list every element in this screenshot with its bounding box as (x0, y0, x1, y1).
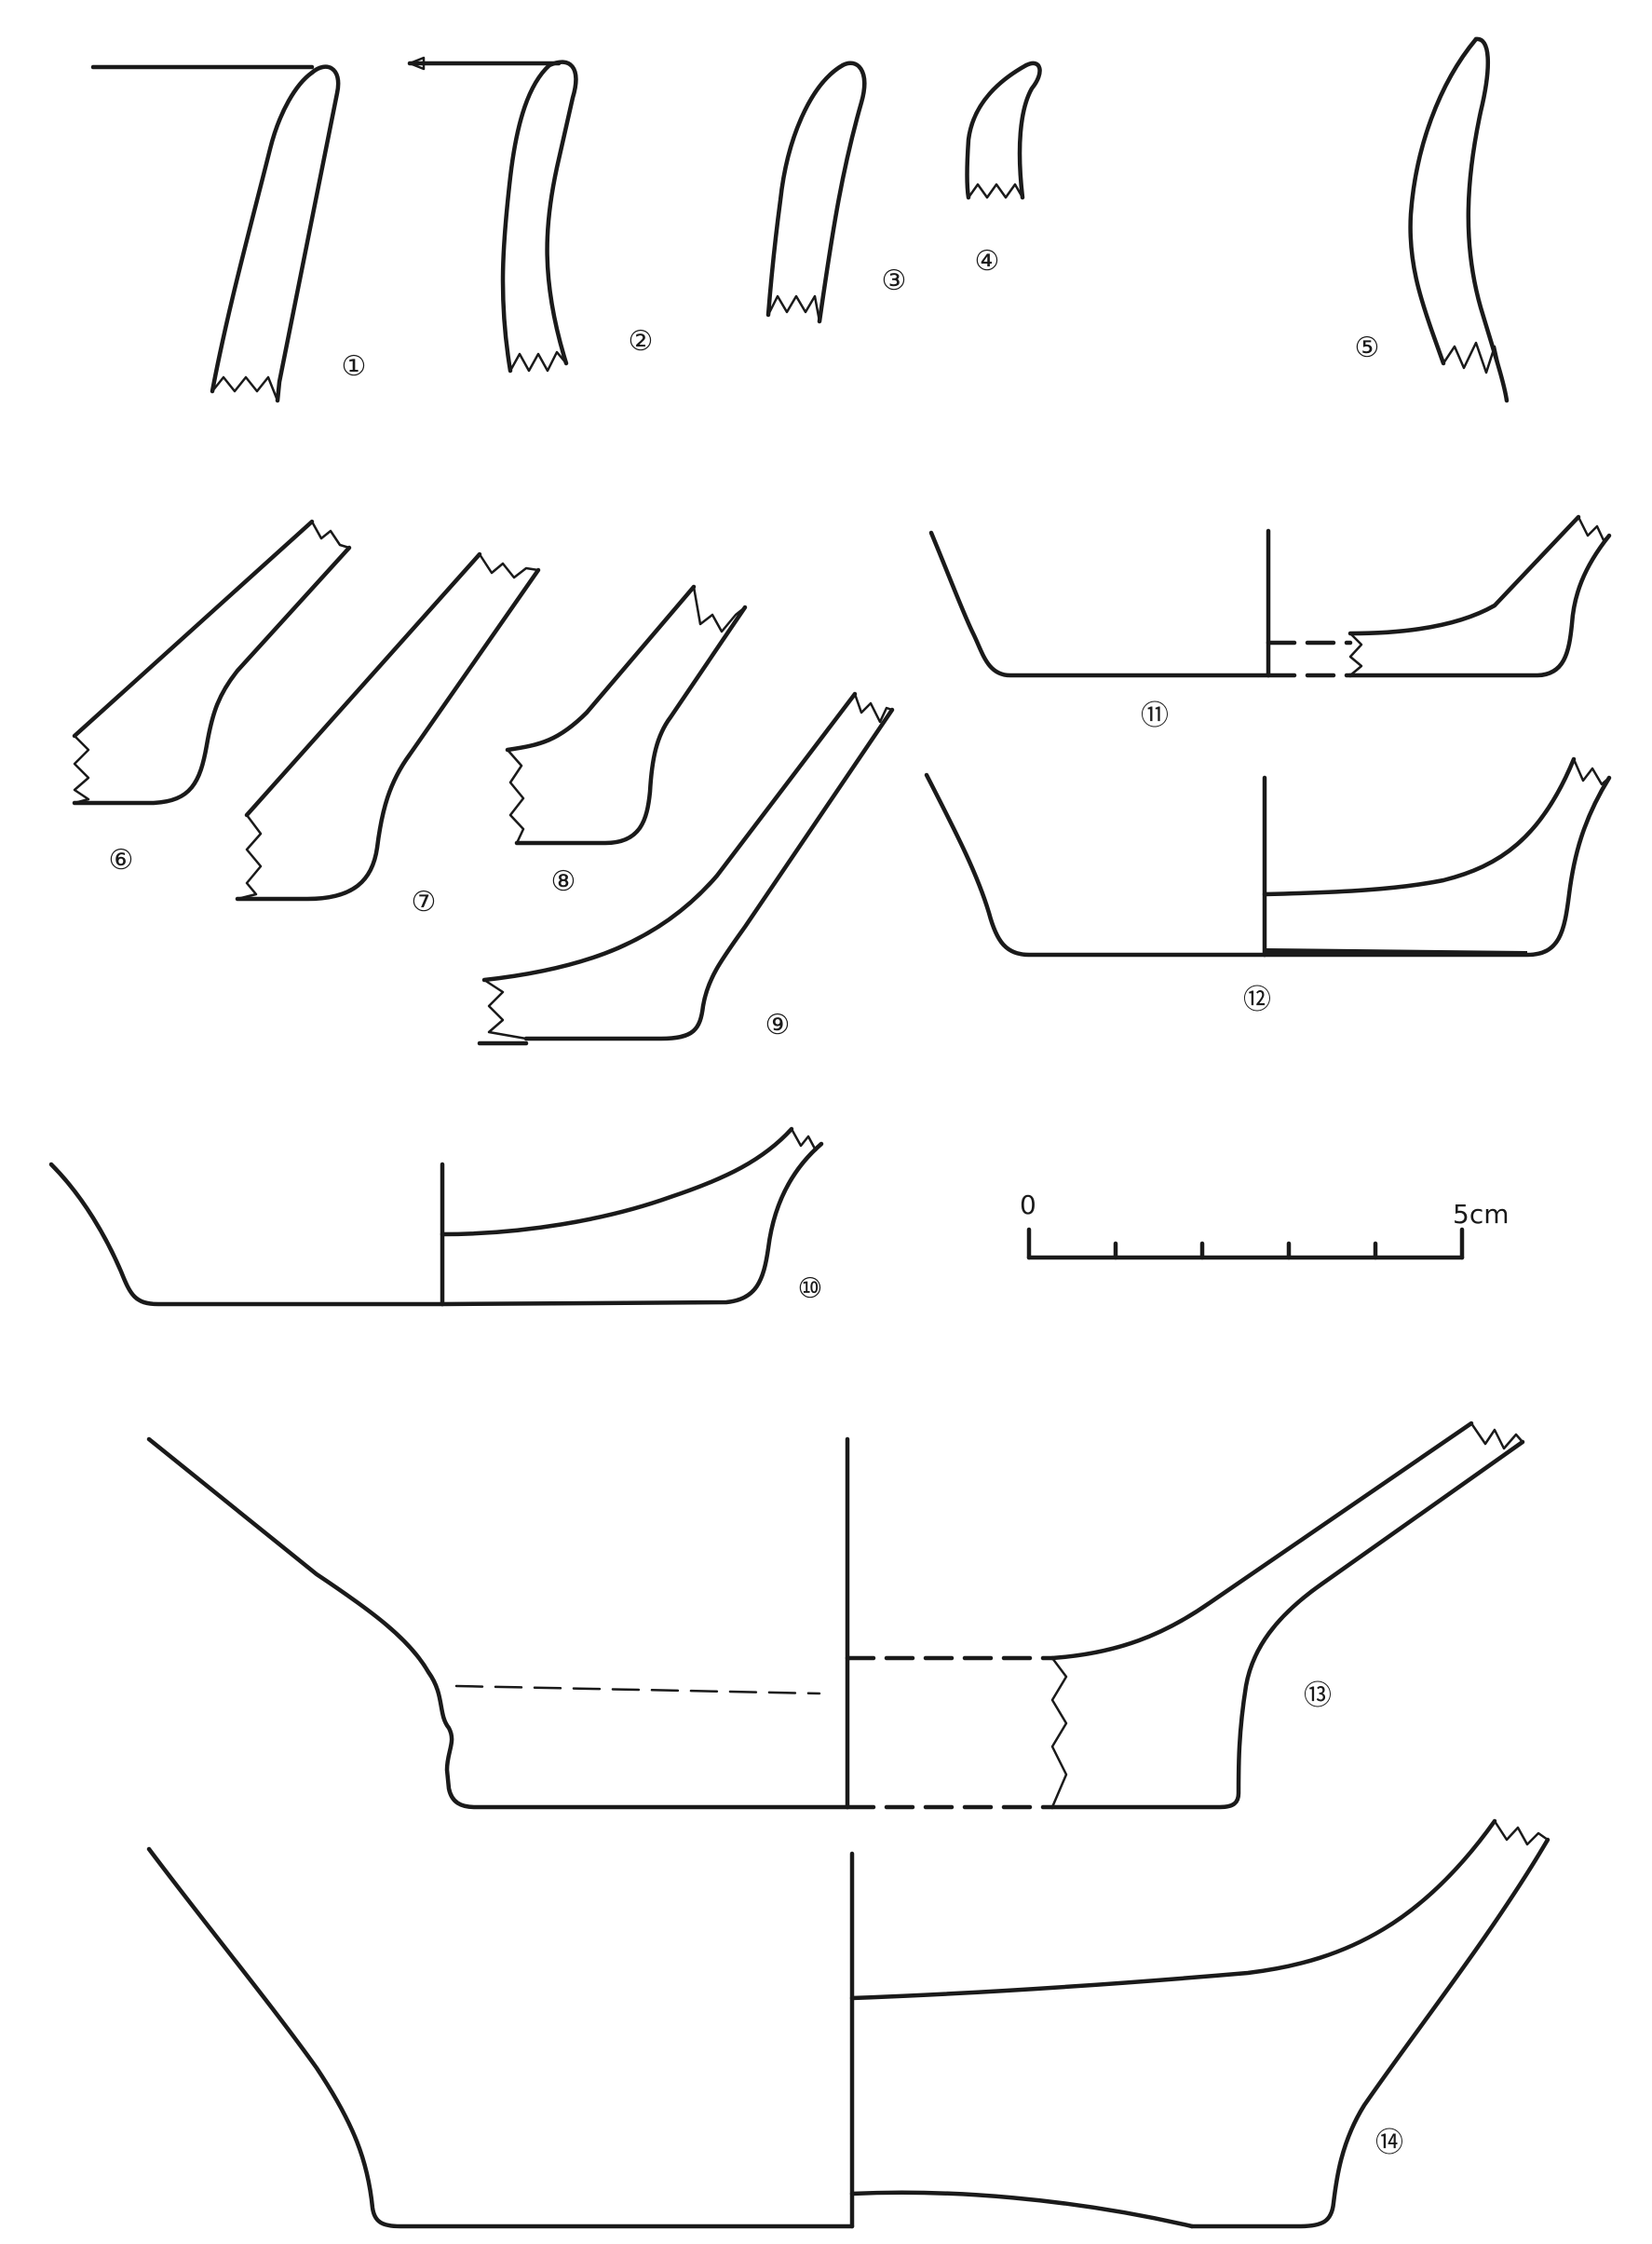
vessel-profile-12: ⑫ (924, 756, 1612, 1016)
vessel-profile-10: ⑩ (48, 1126, 824, 1307)
sherd-profile-9: ⑨ (477, 691, 895, 1046)
label-9: ⑨ (765, 1009, 791, 1041)
vessel-profile-13: ⑬ (146, 1421, 1525, 1810)
label-2: ② (629, 325, 654, 358)
label-13: ⑬ (1304, 1680, 1332, 1712)
label-14: ⑭ (1375, 2127, 1403, 2159)
label-5: ⑤ (1355, 332, 1380, 364)
label-3: ③ (882, 265, 907, 297)
sherd-profile-5: ⑤ (1355, 36, 1510, 403)
sherd-profile-6: ⑥ (72, 519, 352, 877)
label-12: ⑫ (1243, 984, 1271, 1016)
sherd-profile-4: ④ (965, 61, 1042, 278)
label-1: ① (342, 350, 367, 383)
sherd-profile-2: ② (407, 56, 654, 374)
label-4: ④ (975, 245, 1000, 278)
label-11: ⑪ (1141, 700, 1169, 732)
scale-start-label: 0 (1020, 1190, 1036, 1220)
label-10: ⑩ (798, 1272, 823, 1305)
vessel-profile-11: ⑪ (928, 514, 1612, 732)
scale-end-label: 5cm (1453, 1199, 1509, 1230)
sherd-profile-7: ⑦ (235, 551, 541, 918)
label-6: ⑥ (109, 844, 134, 877)
label-7: ⑦ (412, 886, 437, 918)
vessel-profile-14: ⑭ (146, 1818, 1550, 2229)
sherd-profile-3: ③ (765, 61, 907, 324)
sherd-profile-1: ① (90, 64, 367, 403)
label-8: ⑧ (551, 865, 576, 898)
sherd-profile-8: ⑧ (505, 584, 748, 898)
scale-bar: 0 5cm (1020, 1190, 1509, 1260)
